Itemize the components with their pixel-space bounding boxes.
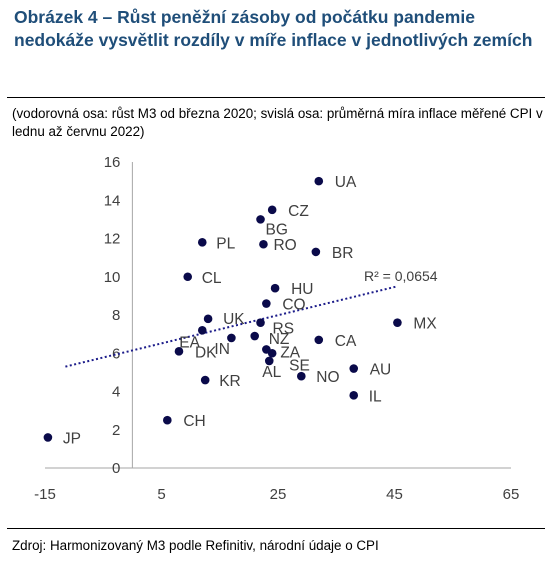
data-point xyxy=(256,318,265,327)
point-label: NZ xyxy=(269,331,290,348)
y-tick-label: 4 xyxy=(112,384,120,401)
point-label: CA xyxy=(335,333,357,350)
x-tick-label: 65 xyxy=(503,486,520,503)
point-label: AL xyxy=(262,364,281,381)
point-label: RO xyxy=(273,237,296,254)
point-label: UK xyxy=(223,311,245,328)
data-point xyxy=(163,415,172,425)
y-tick-label: 2 xyxy=(112,422,120,439)
point-label: IN xyxy=(214,341,230,358)
point-label: MX xyxy=(413,316,437,333)
data-point xyxy=(349,364,359,373)
data-point xyxy=(197,326,207,335)
data-point xyxy=(250,331,259,341)
chart-title: Obrázek 4 – Růst peněžní zásoby od počát… xyxy=(14,7,533,50)
data-point xyxy=(203,314,213,324)
point-label: RS xyxy=(273,321,295,338)
data-point xyxy=(259,239,268,249)
data-point xyxy=(197,238,207,247)
data-point xyxy=(267,205,277,215)
y-tick-label: 16 xyxy=(104,154,121,171)
data-point xyxy=(314,176,324,186)
point-label: SE xyxy=(289,357,310,374)
point-label: BR xyxy=(332,245,354,262)
data-point xyxy=(264,356,274,366)
point-label: HU xyxy=(291,281,313,298)
point-label: CL xyxy=(202,270,222,287)
axis-description: (vodorovná osa: růst M3 od března 2020; … xyxy=(12,106,543,139)
data-point xyxy=(256,215,265,224)
data-point xyxy=(200,375,210,385)
data-point xyxy=(183,272,193,282)
point-label: CO xyxy=(282,297,305,314)
point-label: EA xyxy=(179,334,200,351)
trendline xyxy=(65,285,398,368)
data-point xyxy=(270,283,280,293)
data-point xyxy=(393,318,402,327)
title-divider xyxy=(7,97,545,98)
point-label: ZA xyxy=(280,344,300,361)
point-label: CZ xyxy=(288,203,309,220)
point-label: NO xyxy=(316,369,339,386)
data-point xyxy=(227,333,236,343)
point-label: KR xyxy=(219,373,241,390)
data-point xyxy=(314,335,324,345)
trendline-r2-label: R² = 0,0654 xyxy=(364,268,438,284)
source-divider xyxy=(7,528,545,529)
x-tick-label: -15 xyxy=(34,486,56,503)
point-label: JP xyxy=(63,430,81,447)
point-label: UA xyxy=(335,174,357,191)
data-point xyxy=(297,371,306,381)
point-label: CH xyxy=(183,413,205,430)
point-label: IL xyxy=(369,388,382,405)
x-tick-label: 5 xyxy=(157,486,165,503)
y-tick-label: 8 xyxy=(112,307,120,324)
y-tick-label: 6 xyxy=(112,345,120,362)
data-point xyxy=(43,433,53,442)
point-label: AU xyxy=(370,362,392,379)
y-tick-label: 12 xyxy=(104,231,121,248)
source-note: Zdroj: Harmonizovaný M3 podle Refinitiv,… xyxy=(12,538,379,553)
data-point xyxy=(174,347,184,356)
y-tick-label: 14 xyxy=(104,192,121,209)
point-label: BG xyxy=(266,221,288,238)
data-point xyxy=(311,247,321,257)
x-tick-label: 45 xyxy=(386,486,403,503)
data-point xyxy=(349,391,359,400)
x-tick-label: 25 xyxy=(270,486,287,503)
data-point xyxy=(262,299,271,308)
point-label: DK xyxy=(195,344,217,361)
point-label: PL xyxy=(216,235,235,252)
y-tick-label: 0 xyxy=(112,460,120,477)
y-tick-label: 10 xyxy=(104,269,121,286)
data-point xyxy=(267,348,277,358)
